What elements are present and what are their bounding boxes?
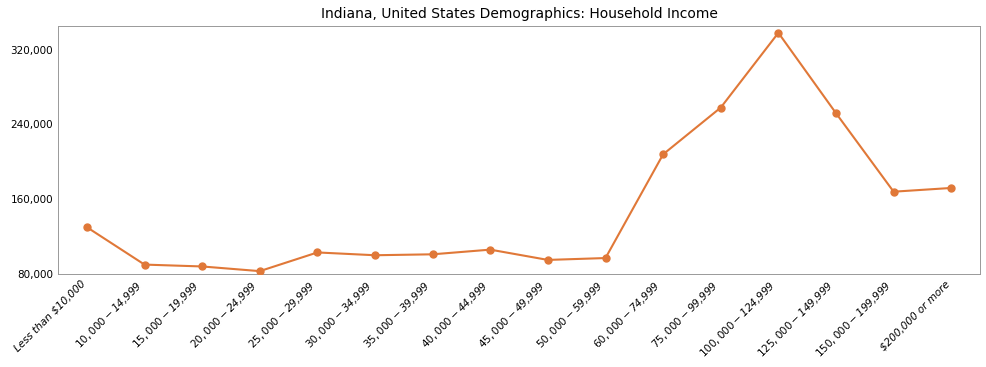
Title: Indiana, United States Demographics: Household Income: Indiana, United States Demographics: Hou…: [320, 7, 717, 21]
